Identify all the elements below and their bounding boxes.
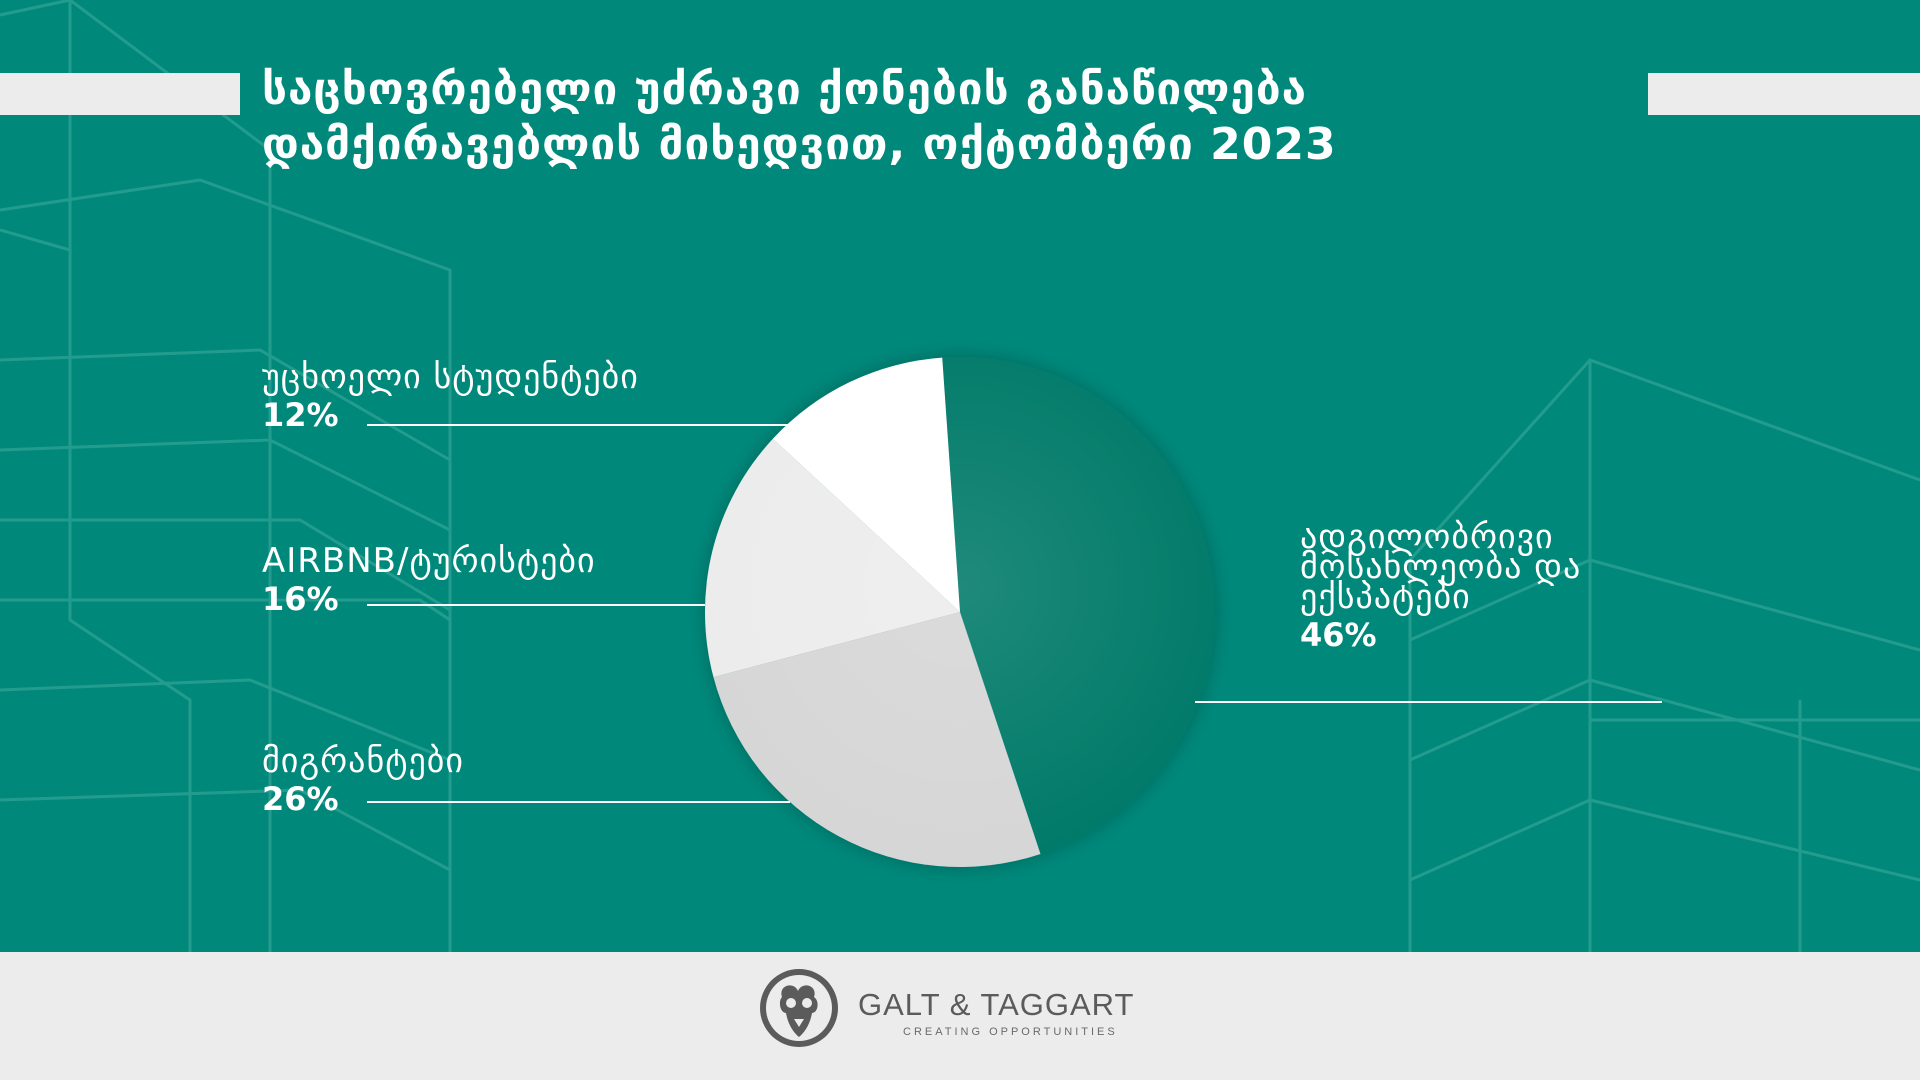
slice-label-1-line-1: ადგილობრივი [1300,517,1554,557]
slice-label-2-line-1: მიგრანტები [262,741,464,781]
slice-value-1: 46% [1300,616,1377,654]
brand-tagline: CREATING OPPORTUNITIES [903,1026,1118,1038]
title-band-left [0,73,240,115]
ram-head-icon [760,969,838,1047]
background-building-pattern [0,0,1920,952]
footer-band [0,952,1920,1080]
slice-value-4: 12% [262,396,339,434]
chart-title: საცხოვრებელი უძრავი ქონების განაწილება დ… [262,62,1642,172]
slice-label-4-line-1: უცხოელი სტუდენტები [262,357,639,397]
chart-title-line-1: საცხოვრებელი უძრავი ქონების განაწილება [262,64,1307,115]
chart-title-line-2: დამქირავებლის მიხედვით, ოქტომბერი 2023 [262,119,1337,170]
slice-label-3-line-1: AIRBNB/ტურისტები [262,541,596,581]
title-band-right [1648,73,1920,115]
slice-label-1-line-3: ექსპატები [1300,577,1471,617]
slice-value-3: 16% [262,580,339,618]
brand-name: GALT & TAGGART [858,987,1135,1022]
slice-label-1-line-2: მოსახლეობა და [1300,547,1581,587]
slice-value-2: 26% [262,780,339,818]
